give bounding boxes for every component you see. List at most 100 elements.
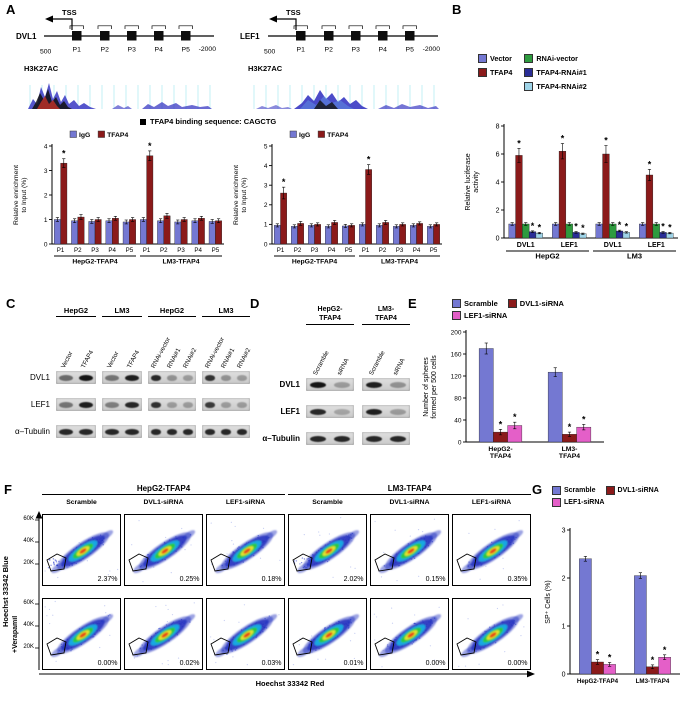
flow-column-label: Scramble bbox=[312, 499, 343, 506]
protein-band bbox=[365, 435, 383, 442]
h3k27ac-label-dvl1: H3K27AC bbox=[24, 64, 59, 73]
svg-text:0: 0 bbox=[562, 671, 566, 678]
legend-item: RNAi-vector bbox=[524, 54, 586, 63]
flow-column-label: DVL1-siRNA bbox=[143, 499, 184, 506]
protein-band bbox=[79, 428, 93, 435]
blot-row-label: DVL1 bbox=[29, 373, 50, 382]
flow-plot: 0.18% bbox=[206, 514, 285, 586]
svg-text:*: * bbox=[608, 652, 612, 662]
svg-text:200: 200 bbox=[451, 329, 462, 336]
svg-text:*: * bbox=[581, 223, 585, 233]
svg-text:*: * bbox=[651, 655, 655, 665]
protein-band bbox=[309, 381, 327, 388]
protein-band bbox=[105, 374, 119, 381]
svg-text:*: * bbox=[62, 149, 66, 159]
flow-plot: 0.03% bbox=[206, 598, 285, 670]
protein-band bbox=[204, 401, 216, 408]
legend-swatch bbox=[478, 54, 487, 63]
dvl1-h3k27ac-track bbox=[24, 73, 216, 120]
blot-strip bbox=[56, 425, 96, 438]
svg-text:500: 500 bbox=[40, 49, 52, 56]
panel-g-label: G bbox=[532, 482, 543, 497]
svg-text:LM3-TFAP4: LM3-TFAP4 bbox=[636, 678, 670, 685]
protein-band bbox=[365, 408, 383, 415]
protein-band bbox=[125, 374, 139, 381]
lane-label: Scramble bbox=[368, 349, 387, 377]
legend-item: TFAP4-RNAi#2 bbox=[524, 82, 587, 91]
blot-strip bbox=[306, 378, 354, 391]
protein-band bbox=[220, 428, 232, 435]
panel-c-label: C bbox=[6, 296, 16, 311]
svg-text:TFAP4: TFAP4 bbox=[559, 453, 580, 460]
protein-band bbox=[220, 374, 232, 381]
protein-band bbox=[166, 428, 178, 435]
svg-text:*: * bbox=[538, 222, 542, 232]
protein-band bbox=[389, 408, 407, 415]
legend-swatch bbox=[478, 68, 487, 77]
sp-gate-percentage: 0.00% bbox=[426, 660, 446, 667]
svg-text:Number of spheres: Number of spheres bbox=[423, 357, 430, 417]
flow-plot: 0.02% bbox=[124, 598, 203, 670]
svg-text:IgG: IgG bbox=[299, 132, 310, 139]
blot-group-header: HepG2 bbox=[56, 306, 96, 317]
flow-group-header: HepG2-TFAP4 bbox=[42, 484, 285, 495]
protein-band bbox=[59, 428, 73, 435]
blot-row-label: α–Tubulin bbox=[262, 434, 300, 443]
svg-text:P4: P4 bbox=[328, 247, 336, 254]
svg-text:3: 3 bbox=[562, 527, 566, 534]
legend-swatch bbox=[605, 486, 615, 495]
flow-plot-svg: 0.18% bbox=[206, 514, 285, 586]
svg-text:*: * bbox=[648, 159, 652, 169]
flow-ytick-label: 20K bbox=[23, 560, 34, 566]
sp-chart: 0 1 2 3 * * * * HepG2-TFAP4 LM3-TFAP4 SP⁺ Cells (%… bbox=[542, 512, 688, 715]
protein-band bbox=[204, 374, 216, 381]
legend-swatch bbox=[507, 299, 517, 308]
svg-text:*: * bbox=[561, 134, 565, 144]
sphere-legend: Scramble DVL1-siRNA LEF1-siRNA bbox=[452, 299, 564, 320]
chipseq-track-svg bbox=[28, 83, 212, 109]
sp-gate-percentage: 0.35% bbox=[508, 576, 528, 583]
flow-plot: 0.01% bbox=[288, 598, 367, 670]
svg-text:HepG2-TFAP4: HepG2-TFAP4 bbox=[72, 259, 118, 266]
svg-text:IgG: IgG bbox=[79, 132, 90, 139]
svg-text:P5: P5 bbox=[345, 247, 353, 254]
legend-item: LEF1-siRNA bbox=[552, 498, 604, 507]
blot-strip bbox=[202, 371, 250, 384]
blot-row-label: LEF1 bbox=[280, 407, 300, 416]
svg-text:P1: P1 bbox=[297, 47, 306, 54]
sp-legend: Scramble DVL1-siRNA LEF1-siRNA bbox=[552, 486, 659, 507]
bar-chart-svg: 0 1 2 3 4 5 * * P1 P2 P3 P4 P5 P1 P2 P3 P4 P5 HepG2-TFAP4 L… bbox=[233, 130, 442, 266]
bar-chart-svg: 0 1 2 3 * * * * HepG2-TFAP4 LM3-TFAP4 SP⁺ Cells (%… bbox=[545, 527, 680, 685]
blot-strip bbox=[148, 425, 196, 438]
lane-label: Vector bbox=[59, 350, 75, 370]
blot-strip bbox=[202, 398, 250, 411]
gene-diagram-svg: TSS LEF1 P1 P2 P3 P4 P5 500 -2000 bbox=[240, 8, 440, 56]
protein-band bbox=[79, 374, 93, 381]
flow-column-label: DVL1-siRNA bbox=[389, 499, 430, 506]
legend-swatch bbox=[524, 82, 534, 91]
flow-ytick-label: 60K bbox=[23, 600, 34, 606]
svg-text:to Input (%): to Input (%) bbox=[21, 177, 28, 212]
western-blot-c: HepG2 LM3 HepG2 LM3 Vector TFAP4 Vector TFAP4 RN… bbox=[14, 306, 254, 456]
blot-row-label: LEF1 bbox=[30, 400, 50, 409]
flow-ytick-label: 40K bbox=[23, 622, 34, 628]
flow-plot-svg: 0.35% bbox=[452, 514, 531, 586]
svg-text:LEF1: LEF1 bbox=[648, 242, 665, 249]
protein-band bbox=[182, 428, 194, 435]
svg-text:P2: P2 bbox=[325, 47, 334, 54]
svg-text:P2: P2 bbox=[160, 247, 168, 254]
flow-cytometry-panel: HepG2-TFAP4 LM3-TFAP4 Scramble DVL1-siRNA LE… bbox=[0, 482, 540, 723]
flow-xaxis-label: Hoechst 33342 Red bbox=[255, 679, 325, 688]
protein-band bbox=[150, 401, 162, 408]
svg-text:*: * bbox=[668, 222, 672, 232]
flow-ytick-label: 60K bbox=[23, 516, 34, 522]
luciferase-chart: 0 2 4 6 8 * * * * * * * * * * * * DVL1 LEF1 DVL1 LEF1 HepG2 LM… bbox=[462, 116, 686, 285]
lane-label: TFAP4 bbox=[79, 349, 96, 370]
svg-text:P4: P4 bbox=[108, 247, 116, 254]
protein-band bbox=[166, 401, 178, 408]
dvl1-promoter-diagram: TSS DVL1 P1 P2 P3 P4 P5 500 -2000 bbox=[16, 6, 218, 69]
flow-plot-svg: 0.02% bbox=[124, 598, 203, 670]
legend-swatch bbox=[452, 311, 461, 320]
legend-swatch bbox=[552, 498, 561, 507]
